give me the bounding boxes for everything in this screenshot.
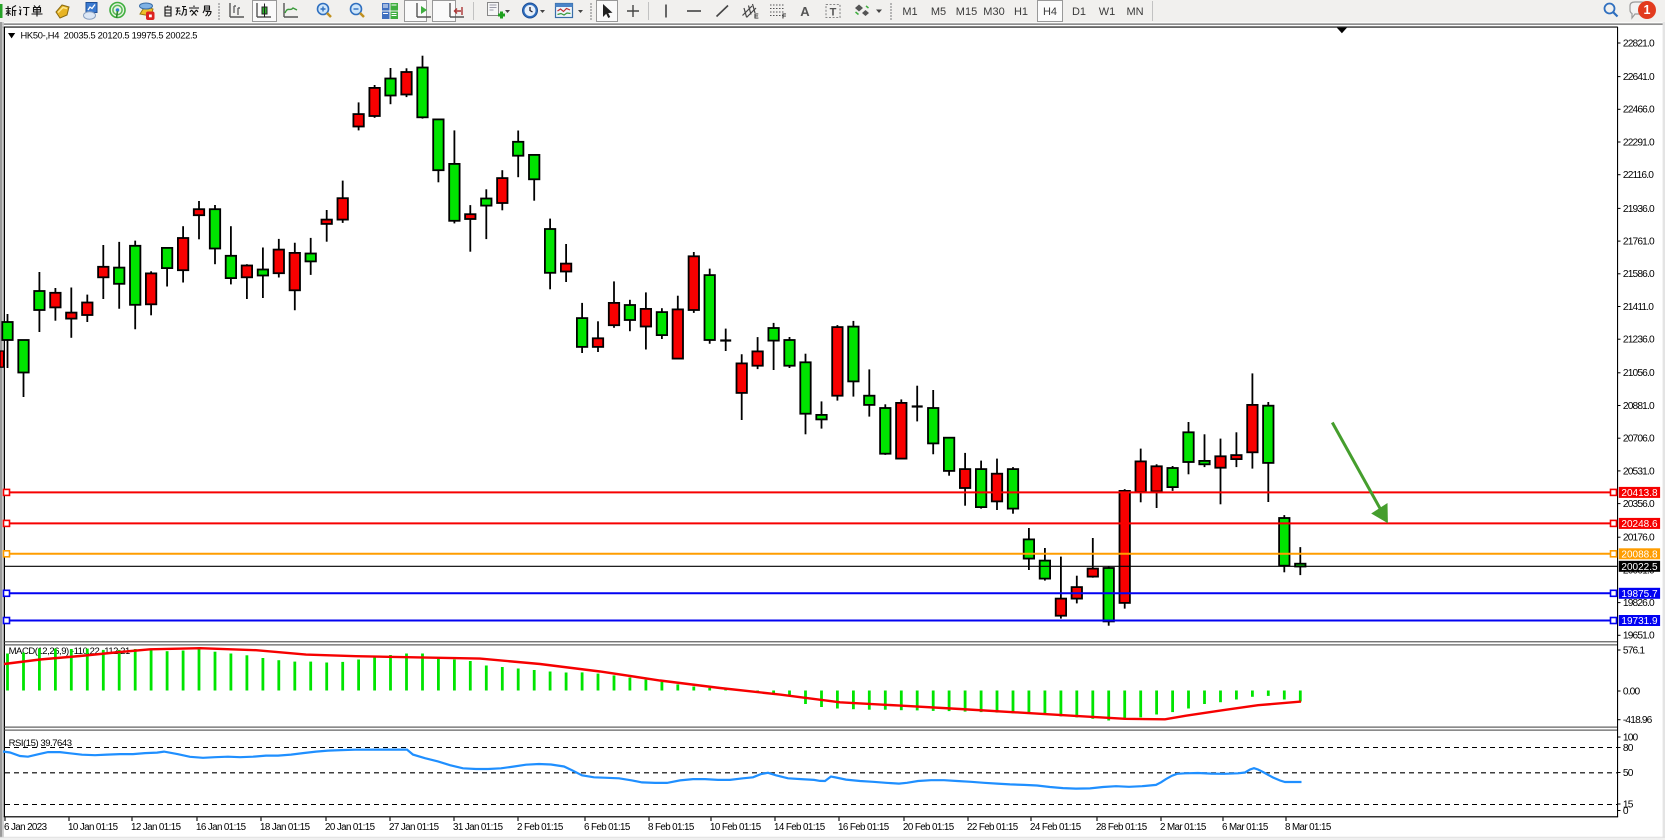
svg-text:8 Mar 01:15: 8 Mar 01:15 (1285, 822, 1332, 833)
svg-text:21936.0: 21936.0 (1623, 204, 1655, 215)
svg-text:6 Jan 2023: 6 Jan 2023 (4, 822, 48, 833)
svg-text:14 Feb 01:15: 14 Feb 01:15 (774, 822, 826, 833)
svg-text:2 Mar 01:15: 2 Mar 01:15 (1160, 822, 1207, 833)
svg-text:10 Feb 01:15: 10 Feb 01:15 (710, 822, 762, 833)
svg-text:RSI(15) 39.7643: RSI(15) 39.7643 (9, 738, 72, 749)
svg-text:20356.0: 20356.0 (1623, 499, 1655, 510)
svg-text:12 Jan 01:15: 12 Jan 01:15 (131, 822, 182, 833)
svg-text:28 Feb 01:15: 28 Feb 01:15 (1096, 822, 1148, 833)
svg-text:22641.0: 22641.0 (1623, 72, 1655, 83)
svg-text:19875.7: 19875.7 (1621, 589, 1658, 600)
svg-text:0: 0 (1623, 806, 1629, 817)
svg-text:21236.0: 21236.0 (1623, 335, 1655, 346)
svg-text:HK50-,H4 20035.5 20120.5 1997: HK50-,H4 20035.5 20120.5 19975.5 20022.5 (21, 31, 198, 41)
svg-text:19731.9: 19731.9 (1621, 616, 1658, 627)
svg-text:20088.8: 20088.8 (1621, 549, 1658, 560)
svg-text:18 Jan 01:15: 18 Jan 01:15 (260, 822, 311, 833)
svg-text:M15: M15 (956, 6, 977, 18)
svg-text:T: T (830, 7, 837, 19)
svg-text:H1: H1 (1014, 6, 1028, 18)
svg-text:22116.0: 22116.0 (1623, 170, 1654, 181)
svg-text:27 Jan 01:15: 27 Jan 01:15 (389, 822, 440, 833)
svg-text:2 Feb 01:15: 2 Feb 01:15 (517, 822, 564, 833)
svg-text:80: 80 (1623, 743, 1634, 754)
svg-text:22466.0: 22466.0 (1623, 105, 1655, 116)
svg-text:24 Feb 01:15: 24 Feb 01:15 (1030, 822, 1082, 833)
svg-text:20531.0: 20531.0 (1623, 466, 1655, 477)
svg-text:50: 50 (1623, 768, 1634, 779)
svg-text:E: E (754, 14, 759, 21)
svg-text:20176.0: 20176.0 (1623, 533, 1655, 544)
svg-text:31 Jan 01:15: 31 Jan 01:15 (453, 822, 504, 833)
svg-text:8 Feb 01:15: 8 Feb 01:15 (648, 822, 695, 833)
svg-text:20248.6: 20248.6 (1621, 519, 1658, 530)
svg-text:-418.96: -418.96 (1623, 715, 1653, 726)
svg-text:1: 1 (1644, 3, 1651, 17)
svg-text:M1: M1 (902, 6, 917, 18)
svg-text:21586.0: 21586.0 (1623, 269, 1655, 280)
svg-text:19826.0: 19826.0 (1623, 598, 1655, 609)
svg-text:16 Feb 01:15: 16 Feb 01:15 (838, 822, 890, 833)
svg-text:22 Feb 01:15: 22 Feb 01:15 (967, 822, 1019, 833)
svg-text:W1: W1 (1099, 6, 1116, 18)
svg-text:20 Feb 01:15: 20 Feb 01:15 (903, 822, 955, 833)
svg-text:H4: H4 (1043, 6, 1057, 18)
svg-text:20413.8: 20413.8 (1621, 488, 1658, 499)
svg-text:0.00: 0.00 (1623, 686, 1641, 697)
svg-text:6 Feb 01:15: 6 Feb 01:15 (584, 822, 631, 833)
svg-text:A: A (800, 4, 810, 19)
svg-text:21761.0: 21761.0 (1623, 237, 1655, 248)
svg-text:20881.0: 20881.0 (1623, 401, 1655, 412)
svg-text:F: F (782, 14, 787, 21)
svg-text:576.1: 576.1 (1623, 645, 1645, 656)
svg-text:21411.0: 21411.0 (1623, 302, 1654, 313)
svg-text:D1: D1 (1072, 6, 1086, 18)
svg-text:20706.0: 20706.0 (1623, 434, 1655, 445)
svg-text:20022.5: 20022.5 (1621, 562, 1658, 573)
svg-text:20 Jan 01:15: 20 Jan 01:15 (325, 822, 376, 833)
svg-text:M5: M5 (931, 6, 946, 18)
svg-text:10 Jan 01:15: 10 Jan 01:15 (68, 822, 119, 833)
svg-text:22821.0: 22821.0 (1623, 38, 1655, 49)
svg-text:MN: MN (1126, 6, 1143, 18)
svg-text:22291.0: 22291.0 (1623, 137, 1655, 148)
svg-text:16 Jan 01:15: 16 Jan 01:15 (196, 822, 247, 833)
svg-text:19651.0: 19651.0 (1623, 631, 1655, 642)
svg-text:21056.0: 21056.0 (1623, 368, 1655, 379)
svg-text:M30: M30 (983, 6, 1004, 18)
svg-text:6 Mar 01:15: 6 Mar 01:15 (1222, 822, 1269, 833)
svg-text:100: 100 (1623, 732, 1639, 743)
svg-text:15: 15 (1623, 799, 1634, 810)
svg-text:MACD(12,26,9) -110.22 -112.21: MACD(12,26,9) -110.22 -112.21 (9, 646, 130, 657)
